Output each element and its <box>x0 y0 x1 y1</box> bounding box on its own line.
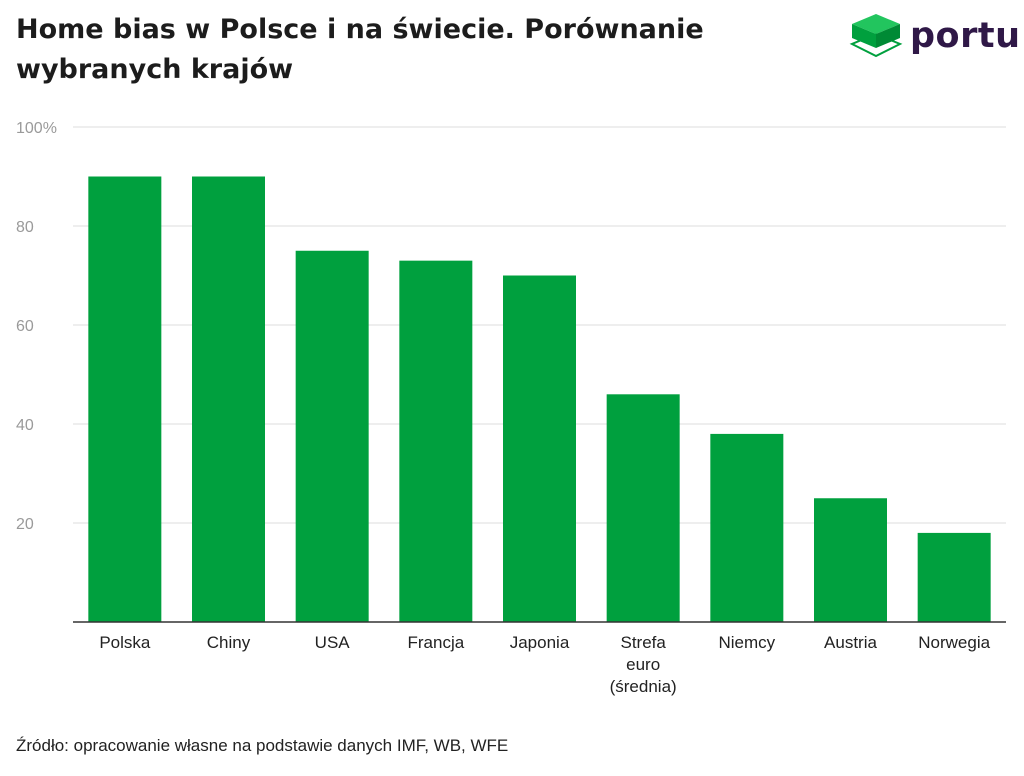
y-tick-label: 80 <box>16 219 34 236</box>
y-tick-label: 60 <box>16 318 34 335</box>
bar-7 <box>710 433 784 622</box>
layered-cube-icon <box>849 14 903 58</box>
logo-wordmark: portu <box>910 16 1021 56</box>
bar-6 <box>606 394 680 622</box>
x-tick-label: Japonia <box>510 633 570 652</box>
bar-4 <box>399 260 473 622</box>
x-tick-label: Francja <box>407 633 464 652</box>
x-tick-label: Polska <box>99 633 151 652</box>
x-tick-label: USA <box>315 633 351 652</box>
x-tick-label: Norwegia <box>918 633 990 652</box>
bar-1 <box>88 176 162 622</box>
bar-2 <box>192 176 265 622</box>
y-tick-label: 20 <box>16 516 34 533</box>
x-tick-label: Austria <box>824 633 877 652</box>
x-tick-label: Strefa euro (średnia) <box>610 633 677 696</box>
bar-3 <box>295 250 369 622</box>
source-note: Źródło: opracowanie własne na podstawie … <box>16 736 509 755</box>
portu-logo: portu <box>848 12 1021 68</box>
bar-8 <box>814 498 887 622</box>
x-tick-label: Niemcy <box>718 633 775 652</box>
x-tick-label: Chiny <box>207 633 251 652</box>
chart-title: Home bias w Polsce i na świecie. Porówna… <box>16 14 704 85</box>
bar-5 <box>503 275 576 622</box>
y-tick-label: 100% <box>16 120 57 137</box>
bar-chart: 20 40 60 80 100% Polska Chiny USA Francja Japonia… <box>16 120 1006 696</box>
y-tick-label: 40 <box>16 417 34 434</box>
bar-9 <box>917 532 991 622</box>
